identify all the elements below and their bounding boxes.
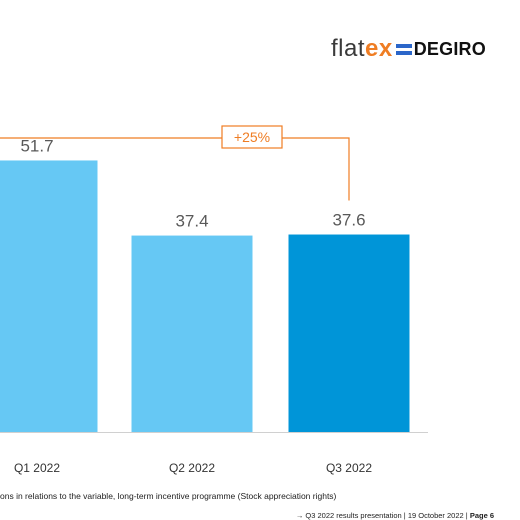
category-label: Q3 2022 — [326, 461, 372, 475]
bar — [131, 235, 253, 432]
logo-text-degiro: DEGIRO — [413, 38, 486, 59]
page-number: Page 6 — [469, 511, 494, 520]
growth-bracket-line — [0, 137, 350, 201]
category-label: Q2 2022 — [169, 461, 215, 475]
footnote: ons in relations to the variable, long-t… — [0, 491, 337, 501]
flatex-degiro-logo: flat ex DEGIRO — [331, 34, 486, 64]
bar-value-label: 37.4 — [175, 212, 208, 231]
logo-text-flat: flat — [331, 35, 366, 62]
logo-equals-icon — [395, 43, 412, 55]
bar — [0, 160, 98, 432]
bar-value-label: 37.6 — [332, 211, 365, 230]
bar — [288, 234, 410, 432]
growth-annotation-label: +25% — [234, 129, 270, 145]
bar-value-label: 51.7 — [20, 136, 53, 155]
arrow-right-icon: → — [295, 511, 304, 520]
category-label: Q1 2022 — [14, 461, 60, 475]
growth-annotation-box — [221, 125, 283, 149]
footer-text: Q3 2022 results presentation | 19 Octobe… — [305, 511, 470, 520]
footer: → Q3 2022 results presentation | 19 Octob… — [296, 511, 494, 520]
logo-text-ex: ex — [365, 35, 393, 62]
